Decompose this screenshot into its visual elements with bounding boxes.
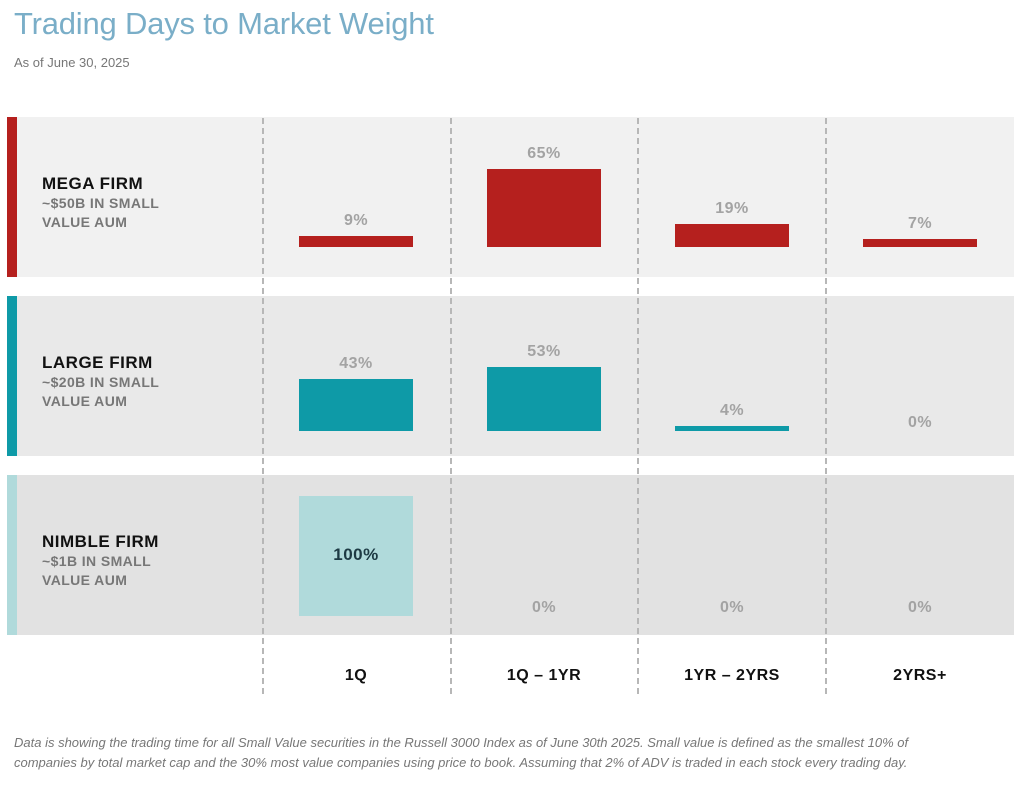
data-label: 9% [343,212,369,229]
row-name: LARGE FIRM [42,353,153,372]
data-label: 0% [719,599,745,616]
row-name: NIMBLE FIRM [42,532,159,551]
x-tick-label: 2YRS+ [893,667,947,684]
data-label: 7% [907,215,933,232]
x-tick-label: 1Q – 1YR [506,667,582,684]
x-tick-label: 1YR – 2YRS [684,667,780,684]
row-label: MEGA FIRM ~$50B IN SMALL VALUE AUM [42,174,202,232]
data-label: 43% [339,355,373,372]
footnote: Data is showing the trading time for all… [14,735,909,770]
row-name: MEGA FIRM [42,174,144,193]
chart-title: Trading Days to Market Weight [14,6,434,41]
bar [675,224,789,247]
x-tick-label: 1Q [344,667,368,684]
data-label: 0% [907,414,933,431]
row-description: ~$50B IN SMALL VALUE AUM [42,195,159,230]
bar [487,367,601,431]
column-divider [637,118,639,694]
row-band [7,475,1014,635]
data-label: 100% [333,545,379,564]
data-label: 4% [719,402,745,419]
bar [675,426,789,431]
bar [863,239,977,247]
data-label: 0% [531,599,557,616]
bar [299,496,413,616]
row-description: ~$20B IN SMALL VALUE AUM [42,374,159,409]
row-color-stripe [7,296,17,456]
data-label: 65% [527,145,561,162]
chart-subtitle: As of June 30, 2025 [14,55,130,70]
column-divider [262,118,264,694]
bar [487,169,601,247]
data-label: 19% [715,200,749,217]
data-label: 0% [907,599,933,616]
row-description: ~$1B IN SMALL VALUE AUM [42,553,151,588]
row-label: NIMBLE FIRM ~$1B IN SMALL VALUE AUM [42,532,202,590]
column-divider [825,118,827,694]
row-label: LARGE FIRM ~$20B IN SMALL VALUE AUM [42,353,202,411]
column-divider [450,118,452,694]
bar [299,379,413,431]
data-label: 53% [527,343,561,360]
row-color-stripe [7,117,17,277]
bar [299,236,413,247]
row-color-stripe [7,475,17,635]
